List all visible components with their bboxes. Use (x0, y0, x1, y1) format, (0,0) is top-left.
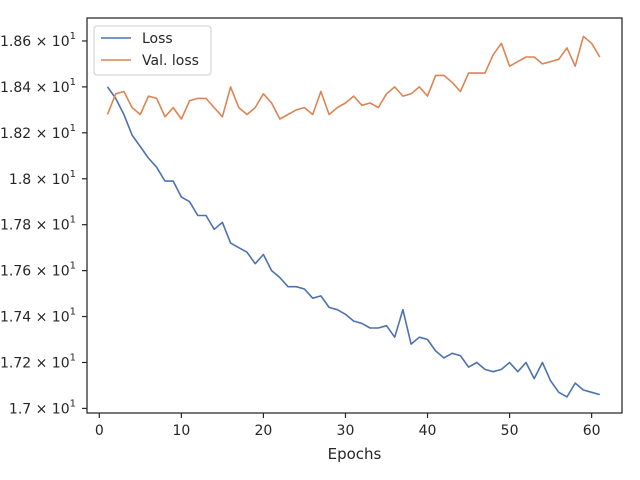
series-line-loss (106, 86, 601, 398)
x-tick-label: 50 (501, 423, 519, 439)
x-axis-ticks: 0 10 20 30 40 50 60 (95, 413, 601, 439)
y-axis-ticks: 1.7 × 101 1.72 × 101 1.74 × 101 1.76 × 101 1… (0, 31, 87, 417)
x-tick-label: 10 (172, 423, 190, 439)
y-tick-label: 1.78 × 101 (0, 215, 76, 234)
y-tick-label: 1.74 × 101 (0, 307, 76, 326)
x-tick-label: 40 (419, 423, 437, 439)
x-tick-label: 20 (255, 423, 273, 439)
x-tick-label: 0 (95, 423, 104, 439)
legend: Loss Val. loss (93, 25, 212, 76)
plot-area-frame (86, 17, 623, 414)
legend-label-val-loss: Val. loss (142, 53, 199, 69)
y-tick-label: 1.8 × 101 (9, 169, 76, 188)
x-tick-label: 30 (337, 423, 355, 439)
y-tick-label: 1.7 × 101 (9, 398, 76, 417)
legend-label-loss: Loss (142, 31, 173, 47)
y-tick-label: 1.76 × 101 (0, 261, 76, 280)
y-tick-label: 1.84 × 101 (0, 77, 76, 96)
y-tick-label: 1.82 × 101 (0, 123, 76, 142)
x-axis-label: Epochs (328, 445, 382, 463)
series-line-val-loss (106, 35, 601, 120)
x-tick-label: 60 (583, 423, 601, 439)
y-tick-label: 1.72 × 101 (0, 352, 76, 371)
series-layer (106, 35, 601, 398)
y-tick-label: 1.86 × 101 (0, 31, 76, 50)
